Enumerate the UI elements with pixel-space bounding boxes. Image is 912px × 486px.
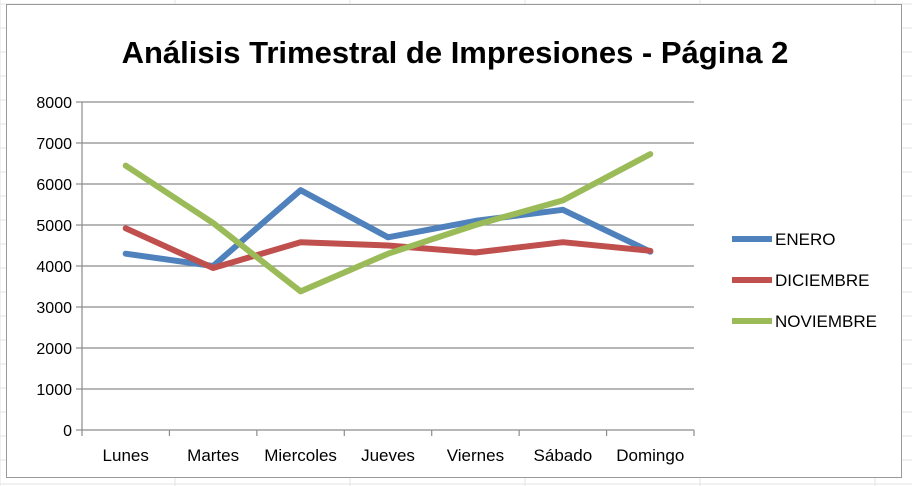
x-tick-label: Jueves [361,446,415,465]
axes [76,101,695,436]
y-tick-label: 6000 [36,177,72,194]
y-tick-label: 0 [63,423,72,440]
legend: ENERO DICIEMBRE NOVIEMBRE [732,230,877,331]
series-line-noviembre [122,151,654,295]
y-tick-label: 2000 [36,341,72,358]
chart-title: Análisis Trimestral de Impresiones - Pág… [121,35,789,70]
y-tick-label: 3000 [36,300,72,317]
x-tick-label: Lunes [103,446,149,465]
series-lines [122,151,654,295]
x-tick-label: Domingo [616,446,684,465]
legend-label: ENERO [775,230,835,249]
x-tick-label: Viernes [447,446,504,465]
y-tick-label: 7000 [36,136,72,153]
y-tick-label: 1000 [36,382,72,399]
y-tick-label: 4000 [36,259,72,276]
series-line-diciembre [122,225,654,271]
legend-label: DICIEMBRE [775,271,869,290]
y-tick-label: 8000 [36,95,72,112]
x-tick-label: Sábado [534,446,593,465]
legend-label: NOVIEMBRE [775,312,877,331]
x-tick-label: Miercoles [264,446,337,465]
x-tick-labels: Lunes Martes Miercoles Jueves Viernes Sábado D… [103,446,685,465]
y-tick-label: 5000 [36,218,72,235]
y-tick-labels: 0 1000 2000 3000 4000 5000 6000 7000 8000 [36,95,72,440]
x-tick-label: Martes [187,446,239,465]
